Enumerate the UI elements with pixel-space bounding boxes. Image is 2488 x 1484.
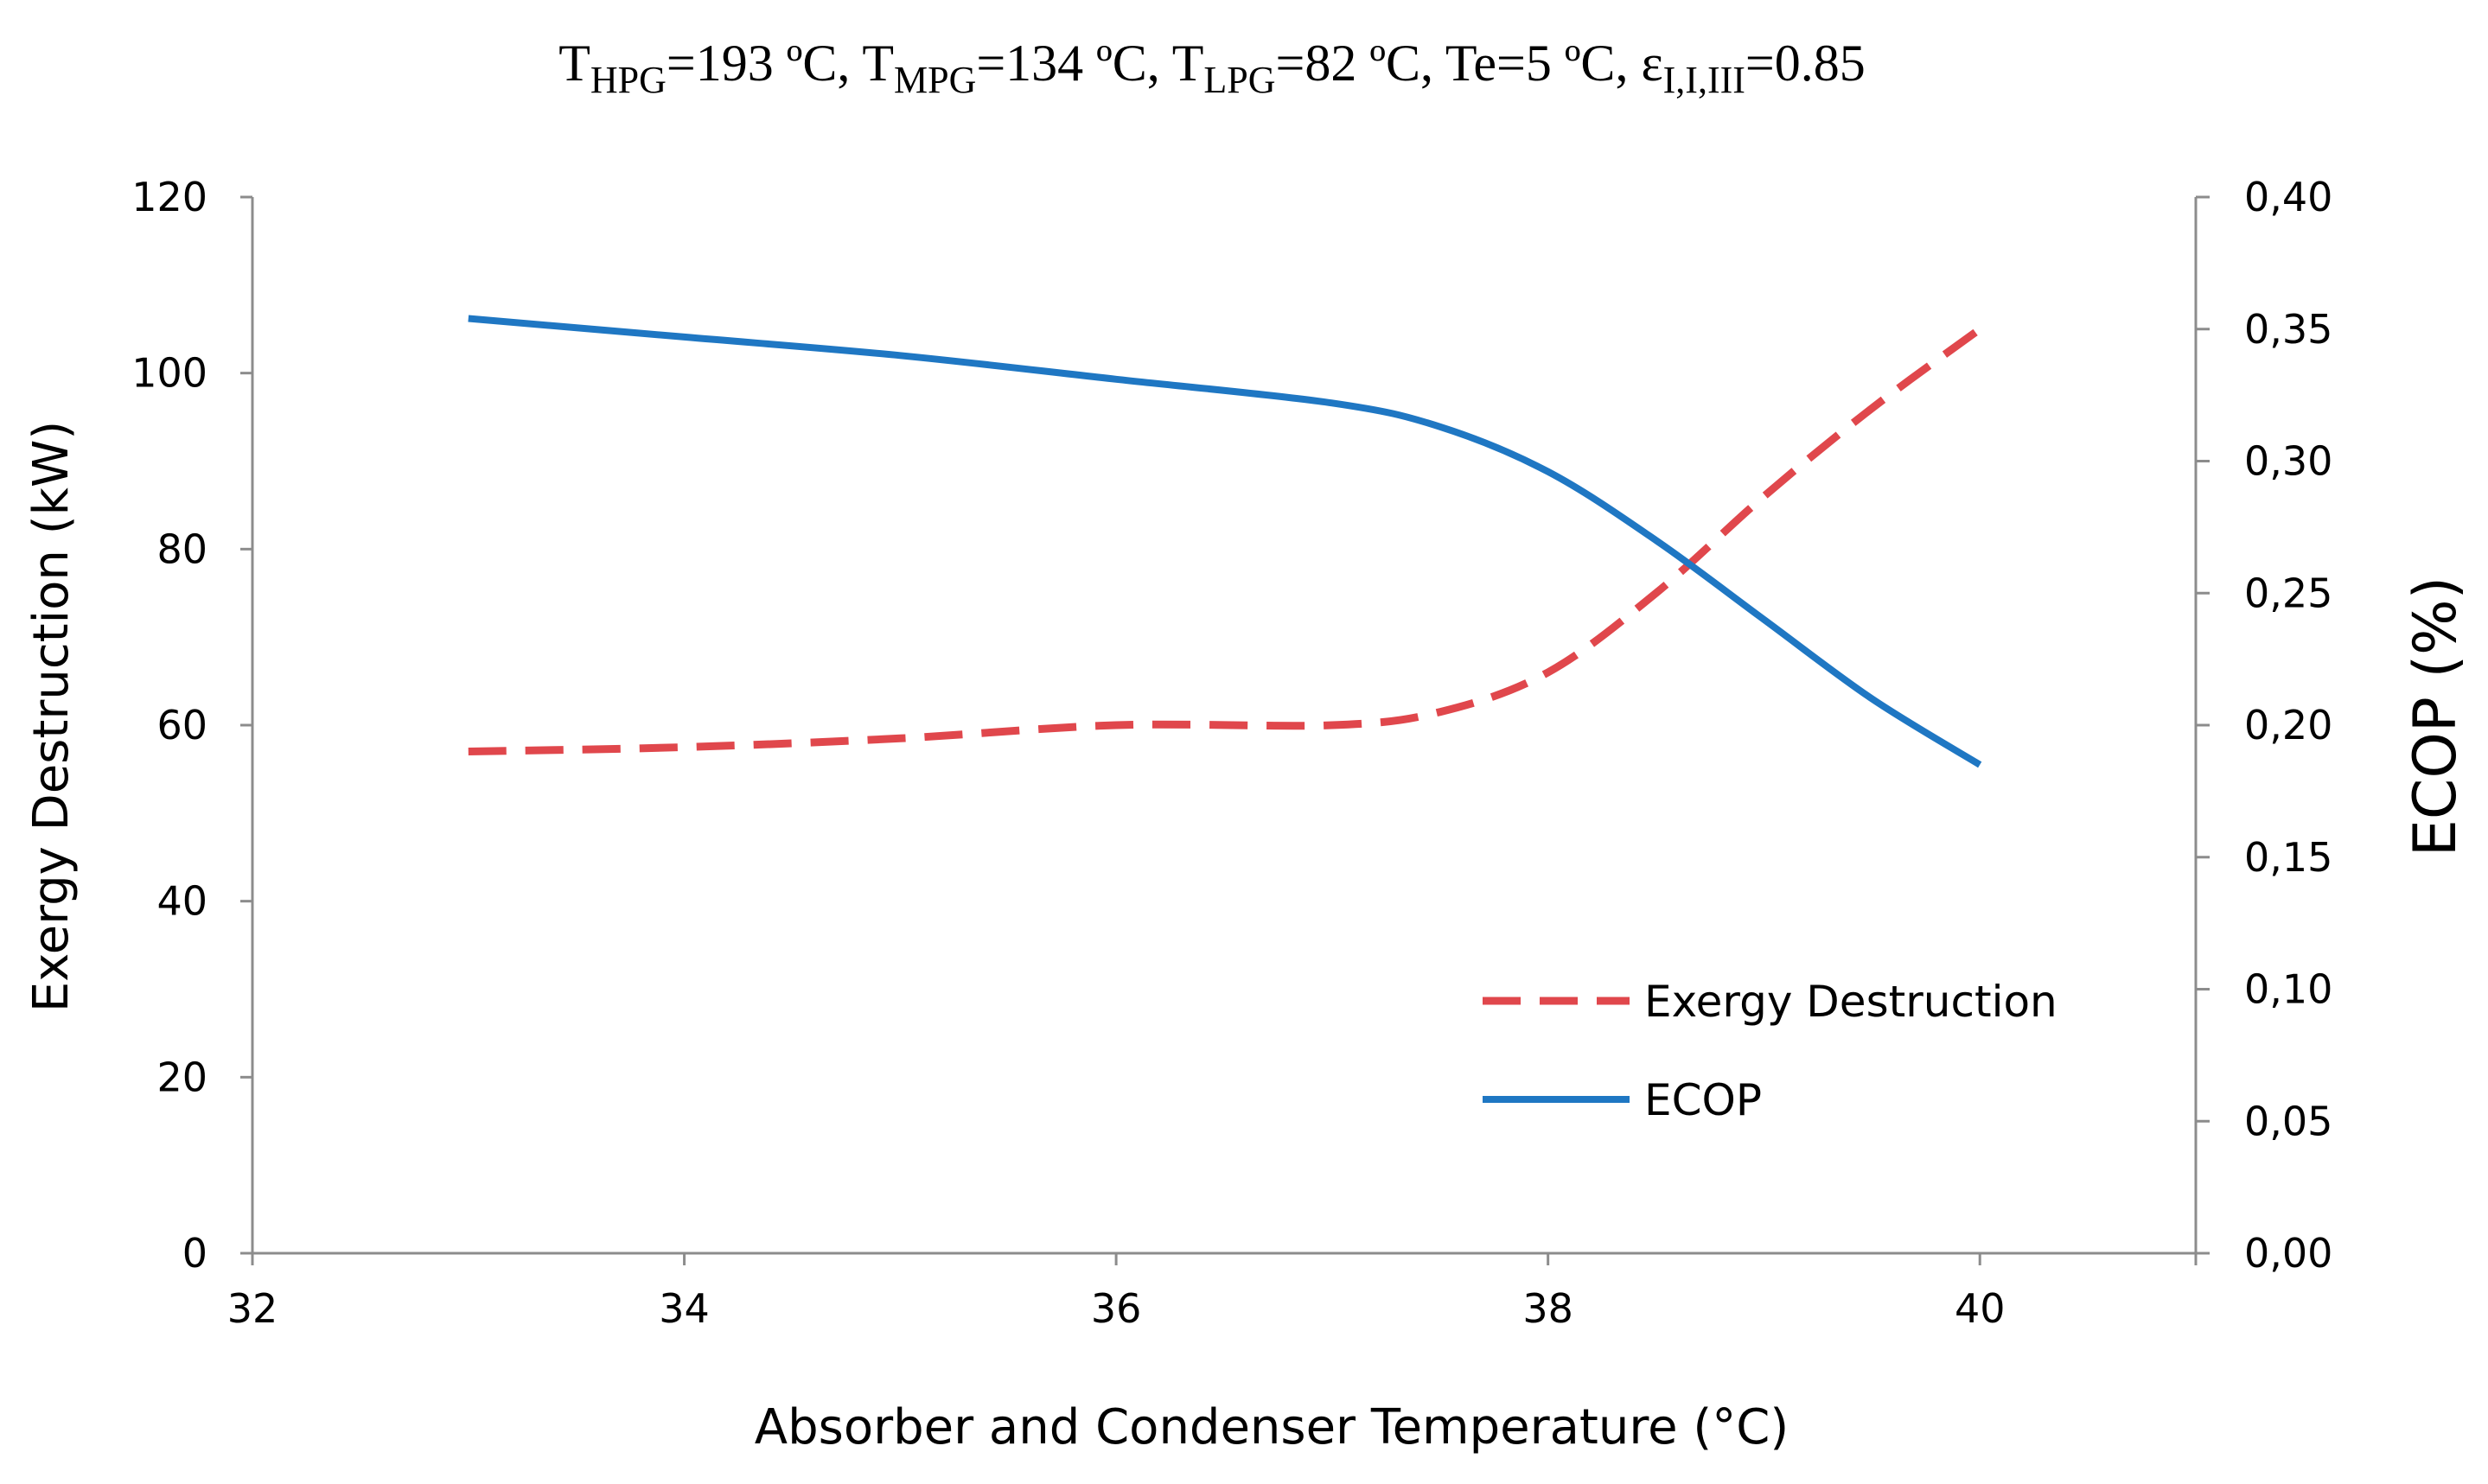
title-epsilon: ε [1641, 35, 1662, 92]
x-tick-label: 40 [1955, 1285, 2006, 1332]
legend-label: ECOP [1644, 1075, 1762, 1125]
series-layer [468, 315, 1982, 768]
y2-tick-label: 0,25 [2244, 570, 2332, 616]
x-tick-label: 36 [1091, 1285, 1142, 1332]
y2-tick-label: 0,35 [2244, 306, 2332, 353]
x-tick-label: 34 [659, 1285, 710, 1332]
x-axis-ticks: 32 34 36 38 40 [227, 1253, 2198, 1332]
y-tick-label: 40 [156, 878, 207, 925]
y2-tick-label: 0,40 [2244, 174, 2332, 220]
chart-title: THPG=193 ºC, TMPG=134 ºC, TLPG=82 ºC, Te… [558, 35, 1866, 101]
x-tick-label: 32 [227, 1285, 278, 1332]
y-tick-label: 0 [182, 1230, 207, 1277]
title-t-hpg: T [558, 35, 590, 92]
y-tick-label: 80 [156, 525, 207, 572]
y2-tick-label: 0,15 [2244, 834, 2332, 881]
y-tick-label: 100 [131, 350, 207, 397]
title-mpg-sub: MPG [894, 59, 976, 101]
y2-tick-label: 0,05 [2244, 1098, 2332, 1144]
series-line-ecop [468, 315, 1982, 768]
x-axis-label: Absorber and Condenser Temperature (°C) [755, 1399, 1789, 1455]
y-tick-label: 60 [156, 702, 207, 748]
title-mpg-val: =134 ºC, [976, 35, 1171, 92]
y-axis-left-ticks: 0 20 40 60 80 100 120 [131, 174, 252, 1277]
series-line-exergy-destruction [468, 326, 1982, 756]
title-t-lpg: T [1172, 35, 1204, 92]
y-tick-label: 20 [156, 1054, 207, 1100]
y2-tick-label: 0,20 [2244, 702, 2332, 748]
title-t-mpg: T [862, 35, 894, 92]
title-lpg-sub: LPG [1203, 59, 1275, 101]
title-eps-val: =0.85 [1745, 35, 1866, 92]
y-tick-label: 120 [131, 174, 207, 220]
y-axis-right-label: ECOP (%) [2402, 576, 2470, 857]
title-eps-sub: I,I,III [1663, 59, 1745, 101]
legend: Exergy Destruction ECOP [1483, 977, 2057, 1125]
y-axis-right-ticks: 0,00 0,05 0,10 0,15 0,20 0,25 0,30 0,35 0,40 [2196, 174, 2332, 1277]
title-hpg-sub: HPG [590, 59, 667, 101]
legend-label: Exergy Destruction [1644, 977, 2057, 1027]
x-tick-label: 38 [1522, 1285, 1573, 1332]
y-axis-left-label: Exergy Destruction (kW) [23, 421, 80, 1012]
y2-tick-label: 0,00 [2244, 1230, 2332, 1277]
y2-tick-label: 0,30 [2244, 438, 2332, 485]
y2-tick-label: 0,10 [2244, 966, 2332, 1013]
title-lpg-val: =82 ºC, Te=5 ºC, [1276, 35, 1642, 92]
title-hpg-val: =193 ºC, [667, 35, 862, 92]
